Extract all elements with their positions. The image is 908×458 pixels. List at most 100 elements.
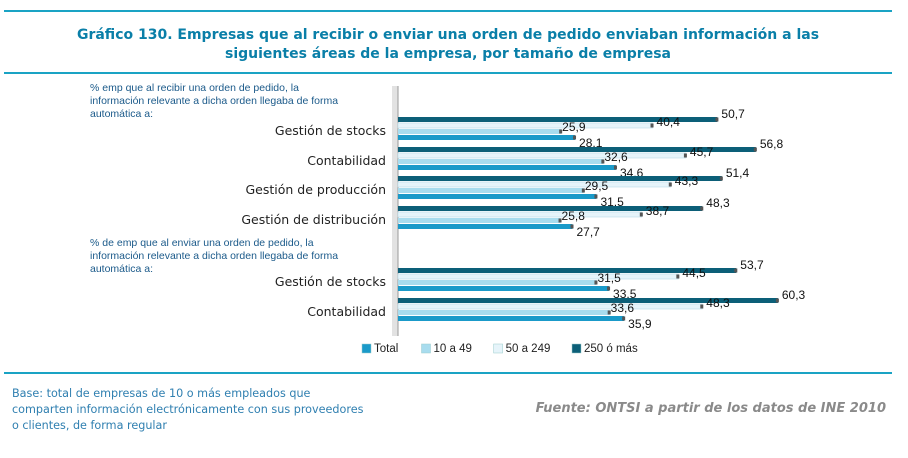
value-label-gestion-de-distribucion-50-a-249: 38,7	[646, 204, 670, 218]
bar-gestion-de-stocks-250-o-mas	[398, 268, 737, 273]
value-label-gestion-de-stocks-50-a-249: 44,5	[682, 266, 706, 280]
value-label-gestion-de-stocks-total: 28,1	[579, 136, 603, 150]
bar-end-marker-contabilidad-50-a-249	[683, 153, 687, 158]
section-label-line: información relevante a dicha orden lleg…	[90, 95, 339, 107]
bar-gestion-de-stocks-total	[398, 286, 610, 291]
bar-end-marker-gestion-de-stocks-50-a-249	[676, 274, 680, 279]
bar-end-marker-gestion-de-stocks-total	[607, 286, 611, 291]
bar-gestion-de-produccion-50-a-249	[397, 181, 672, 188]
bar-gestion-de-produccion-10-a-49	[398, 188, 584, 193]
legend-swatch-total	[361, 343, 372, 354]
legend-swatch-250-o-mas	[571, 343, 582, 354]
section-label-receive: % emp que al recibir una orden de pedido…	[90, 82, 380, 121]
bar-end-marker-contabilidad-250-o-mas	[753, 147, 757, 152]
bar-end-marker-gestion-de-stocks-50-a-249	[650, 123, 654, 128]
bar-end-marker-contabilidad-10-a-49	[601, 159, 605, 164]
source-note: Fuente: ONTSI a partir de los datos de I…	[535, 401, 886, 416]
bottom-rule	[4, 372, 892, 374]
base-note-line: o clientes, de forma regular	[12, 419, 167, 432]
bar-end-marker-gestion-de-distribucion-10-a-49	[558, 218, 562, 223]
bar-gestion-de-distribucion-10-a-49	[398, 218, 561, 223]
category-label-gestion-de-distribucion: Gestión de distribución	[241, 212, 386, 227]
bar-contabilidad-250-o-mas	[398, 298, 778, 303]
base-note-line: Base: total de empresas de 10 o más empl…	[12, 387, 311, 400]
value-label-gestion-de-stocks-50-a-249: 40,4	[657, 115, 681, 129]
bar-end-marker-gestion-de-produccion-50-a-249	[668, 182, 672, 187]
value-label-gestion-de-produccion-10-a-49: 29,5	[585, 179, 609, 193]
chart-title: Gráfico 130. Empresas que al recibir o e…	[10, 26, 886, 64]
title-divider	[4, 72, 892, 74]
legend-label-10-a-49: 10 a 49	[434, 343, 472, 355]
section-label-line: automática a:	[90, 263, 154, 275]
value-label-contabilidad-250-o-mas: 60,3	[782, 288, 806, 302]
bar-gestion-de-distribucion-50-a-249	[397, 211, 643, 218]
chart-title-line-2: siguientes áreas de la empresa, por tama…	[225, 46, 671, 62]
value-label-gestion-de-distribucion-10-a-49: 25,8	[562, 209, 586, 223]
category-label-gestion-de-stocks: Gestión de stocks	[275, 274, 386, 289]
section-label-line: automática a:	[90, 108, 154, 120]
base-note: Base: total de empresas de 10 o más empl…	[12, 386, 452, 434]
bar-gestion-de-stocks-50-a-249	[397, 122, 653, 129]
value-label-gestion-de-produccion-total: 31,5	[600, 195, 624, 209]
bar-gestion-de-distribucion-250-o-mas	[398, 206, 703, 211]
section-label-line: % emp que al recibir una orden de pedido…	[90, 82, 299, 94]
value-label-contabilidad-10-a-49: 32,6	[604, 150, 628, 164]
bar-end-marker-gestion-de-stocks-10-a-49	[559, 129, 563, 134]
category-label-contabilidad: Contabilidad	[307, 304, 386, 319]
bar-gestion-de-stocks-10-a-49	[398, 280, 597, 285]
bar-end-marker-contabilidad-50-a-249	[700, 304, 704, 309]
bar-end-marker-gestion-de-stocks-250-o-mas	[715, 117, 719, 122]
section-label-line: % de emp que al enviar una orden de pedi…	[90, 237, 314, 249]
value-label-contabilidad-50-a-249: 48,3	[706, 296, 730, 310]
category-label-gestion-de-produccion: Gestión de producción	[246, 182, 387, 197]
bar-gestion-de-distribucion-total	[398, 224, 573, 229]
bar-end-marker-gestion-de-distribucion-50-a-249	[639, 212, 643, 217]
value-label-contabilidad-250-o-mas: 56,8	[760, 137, 784, 151]
bar-end-marker-gestion-de-produccion-250-o-mas	[719, 176, 723, 181]
bar-end-marker-gestion-de-distribucion-250-o-mas	[700, 206, 704, 211]
value-label-gestion-de-stocks-10-a-49: 25,9	[562, 120, 586, 134]
value-label-gestion-de-stocks-total: 33,5	[613, 287, 637, 301]
legend-label-total: Total	[374, 343, 398, 355]
value-label-contabilidad-total: 35,9	[628, 317, 652, 331]
value-label-gestion-de-stocks-10-a-49: 31,5	[597, 271, 621, 285]
bar-end-marker-gestion-de-produccion-10-a-49	[581, 188, 585, 193]
bar-end-marker-contabilidad-total	[613, 165, 617, 170]
bar-gestion-de-stocks-10-a-49	[398, 129, 562, 134]
bar-contabilidad-total	[398, 165, 616, 170]
value-label-contabilidad-50-a-249: 45,7	[690, 145, 714, 159]
axis-wall	[392, 86, 398, 336]
bar-end-marker-gestion-de-produccion-total	[594, 194, 598, 199]
value-label-gestion-de-distribucion-250-o-mas: 48,3	[706, 196, 730, 210]
bar-contabilidad-50-a-249	[397, 152, 687, 159]
bar-end-marker-gestion-de-stocks-10-a-49	[594, 280, 598, 285]
value-label-gestion-de-stocks-250-o-mas: 53,7	[740, 258, 764, 272]
legend-label-50-a-249: 50 a 249	[506, 343, 551, 355]
bar-chart: Gestión de stocks 50,7 40,4 25,9 28,1 Contabi…	[241, 86, 806, 355]
bar-end-marker-contabilidad-total	[622, 316, 626, 321]
bar-gestion-de-stocks-50-a-249	[397, 273, 679, 280]
base-note-line: comparten información electrónicamente c…	[12, 403, 364, 416]
top-rule	[4, 10, 892, 12]
value-label-gestion-de-produccion-50-a-249: 43,3	[675, 174, 699, 188]
section-label-line: información relevante a dicha orden lleg…	[90, 250, 339, 262]
bar-end-marker-gestion-de-stocks-total	[573, 135, 577, 140]
legend-swatch-50-a-249	[493, 343, 503, 354]
bar-contabilidad-10-a-49	[398, 310, 610, 315]
legend-label-250-o-mas: 250 ó más	[584, 343, 638, 355]
bar-gestion-de-stocks-total	[398, 135, 576, 140]
bar-contabilidad-50-a-249	[397, 303, 703, 310]
bar-contabilidad-250-o-mas	[398, 147, 756, 152]
value-label-gestion-de-stocks-250-o-mas: 50,7	[721, 107, 745, 121]
bar-end-marker-contabilidad-250-o-mas	[775, 298, 779, 303]
bar-contabilidad-10-a-49	[398, 159, 604, 164]
value-label-gestion-de-distribucion-total: 27,7	[577, 225, 601, 239]
category-label-gestion-de-stocks: Gestión de stocks	[275, 123, 386, 138]
bar-end-marker-gestion-de-stocks-250-o-mas	[734, 268, 738, 273]
legend-swatch-10-a-49	[421, 343, 431, 354]
section-label-send: % de emp que al enviar una orden de pedi…	[90, 237, 380, 276]
bar-gestion-de-produccion-total	[398, 194, 597, 199]
bar-gestion-de-stocks-250-o-mas	[398, 117, 718, 122]
bar-gestion-de-produccion-250-o-mas	[398, 176, 722, 181]
bar-end-marker-gestion-de-distribucion-total	[570, 224, 574, 229]
